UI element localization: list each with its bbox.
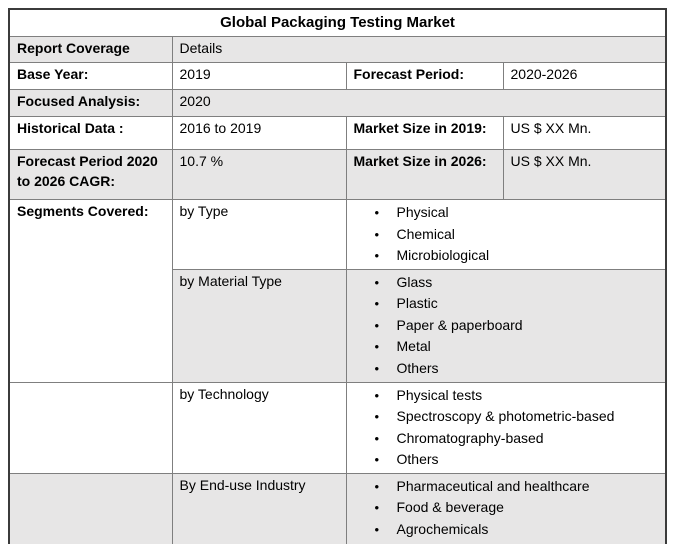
- bullet-list-material: • Glass • Plastic • Paper & paperboard • Metal •…: [354, 272, 659, 380]
- segment-row-enduse: By End-use Industry • Pharmaceutical and …: [8, 472, 667, 544]
- segment-category-material: by Material Type: [171, 268, 347, 383]
- segment-row-material: by Material Type • Glass • Plastic • Paper & …: [9, 268, 667, 383]
- focused-analysis-value: 2020: [171, 89, 667, 117]
- segment-category-technology: by Technology: [171, 381, 347, 474]
- bullet-label: Personal care: [397, 542, 483, 544]
- historical-data-label: Historical Data :: [8, 116, 173, 150]
- bullet-icon: •: [374, 360, 380, 376]
- bullet-item: • Others: [375, 358, 659, 380]
- bullet-label: Paper & paperboard: [396, 316, 523, 333]
- bullet-icon: •: [374, 478, 380, 494]
- bullet-item: • Physical tests: [375, 385, 659, 407]
- focused-analysis-label: Focused Analysis:: [8, 89, 173, 117]
- title-row: Global Packaging Testing Market: [8, 8, 667, 37]
- bullet-label: Chemical: [396, 225, 455, 242]
- bullet-item: • Chemical: [375, 224, 659, 246]
- table-row: Forecast Period 2020 to 2026 CAGR: 10.7 …: [8, 149, 667, 200]
- bullet-item: • Plastic: [375, 293, 659, 315]
- bullet-icon: •: [374, 430, 380, 446]
- bullet-icon: •: [374, 274, 380, 290]
- segment-category-type: by Type: [171, 199, 347, 270]
- bullet-list-enduse: • Pharmaceutical and healthcare • Food & be…: [354, 476, 659, 544]
- market-size-2019-value: US $ XX Mn.: [502, 116, 667, 150]
- segment-items-material-cell: • Glass • Plastic • Paper & paperboard • Metal •…: [345, 268, 667, 383]
- bullet-list-type: • Physical • Chemical • Microbiological: [354, 202, 659, 267]
- bullet-label: Spectroscopy & photometric-based: [396, 408, 615, 424]
- segment-row-technology: by Technology • Physical tests • Spectrosco…: [8, 381, 667, 474]
- segment-row-type: Segments Covered: by Type • Physical • Chem…: [8, 199, 667, 383]
- bullet-label: Physical: [396, 204, 449, 220]
- bullet-label: Chromatography-based: [396, 429, 544, 446]
- bullet-label: Microbiological: [396, 247, 490, 263]
- market-size-2026-value: US $ XX Mn.: [502, 149, 667, 200]
- market-report-table: Global Packaging Testing Market Report C…: [8, 8, 668, 544]
- market-size-2019-label: Market Size in 2019:: [345, 116, 504, 150]
- bullet-item: • Pharmaceutical and healthcare: [375, 476, 659, 498]
- segments-spacer-cell: [8, 381, 173, 474]
- report-coverage-value: Details: [171, 36, 667, 63]
- base-year-value: 2019: [171, 62, 347, 90]
- segment-category-enduse: By End-use Industry: [171, 472, 347, 544]
- bullet-icon: •: [374, 521, 380, 537]
- bullet-icon: •: [374, 317, 380, 333]
- bullet-label: Glass: [396, 273, 433, 290]
- bullet-item: • Agrochemicals: [375, 519, 659, 541]
- bullet-icon: •: [375, 540, 397, 544]
- page-title: Global Packaging Testing Market: [8, 8, 667, 37]
- bullet-icon: •: [374, 296, 380, 311]
- bullet-icon: •: [374, 452, 380, 467]
- report-coverage-label: Report Coverage: [8, 36, 173, 63]
- bullet-icon: •: [374, 339, 380, 354]
- segment-items-technology-cell: • Physical tests • Spectroscopy & photometr…: [345, 381, 667, 474]
- bullet-item: • Spectroscopy & photometric-based: [375, 406, 659, 428]
- bullet-item: • Others: [375, 449, 659, 471]
- segment-items-enduse-cell: • Pharmaceutical and healthcare • Food & be…: [345, 472, 667, 544]
- bullet-label: Food & beverage: [396, 499, 504, 515]
- market-size-2026-label: Market Size in 2026:: [345, 149, 504, 200]
- segments-spacer-cell: [8, 472, 173, 544]
- bullet-item: • Metal: [375, 336, 659, 358]
- bullet-icon: •: [374, 500, 380, 515]
- forecast-period-label: Forecast Period:: [345, 62, 504, 90]
- bullet-icon: •: [374, 205, 380, 220]
- bullet-item: • Glass: [375, 272, 659, 294]
- bullet-icon: •: [374, 248, 380, 263]
- table-row: Focused Analysis: 2020: [8, 89, 667, 117]
- bullet-icon: •: [374, 226, 380, 242]
- bullet-label: Agrochemicals: [396, 520, 489, 537]
- table-row: Base Year: 2019 Forecast Period: 2020-20…: [8, 62, 667, 90]
- bullet-label: Pharmaceutical and healthcare: [396, 477, 590, 494]
- bullet-item: • Food & beverage: [375, 497, 659, 519]
- segments-covered-label: Segments Covered:: [8, 199, 173, 383]
- bullet-label: Physical tests: [396, 386, 483, 403]
- cagr-value: 10.7 %: [171, 149, 347, 200]
- bullet-item: •Personal care: [375, 540, 659, 544]
- bullet-label: Others: [396, 451, 439, 467]
- bullet-label: Plastic: [396, 295, 438, 311]
- bullet-item: • Physical: [375, 202, 659, 224]
- bullet-icon: •: [374, 387, 380, 403]
- historical-data-value: 2016 to 2019: [171, 116, 347, 150]
- bullet-icon: •: [374, 409, 380, 424]
- bullet-label: Others: [396, 359, 439, 376]
- segment-items-type-cell: • Physical • Chemical • Microbiological: [345, 199, 667, 270]
- table-row: Historical Data : 2016 to 2019 Market Si…: [8, 116, 667, 150]
- cagr-label: Forecast Period 2020 to 2026 CAGR:: [8, 149, 173, 200]
- base-year-label: Base Year:: [8, 62, 173, 90]
- bullet-item: • Microbiological: [375, 245, 659, 267]
- bullet-item: • Paper & paperboard: [375, 315, 659, 337]
- table-row: Report Coverage Details: [8, 36, 667, 63]
- bullet-item: • Chromatography-based: [375, 428, 659, 450]
- bullet-list-technology: • Physical tests • Spectroscopy & photometr…: [354, 385, 659, 471]
- forecast-period-value: 2020-2026: [502, 62, 667, 90]
- bullet-label: Metal: [396, 338, 431, 354]
